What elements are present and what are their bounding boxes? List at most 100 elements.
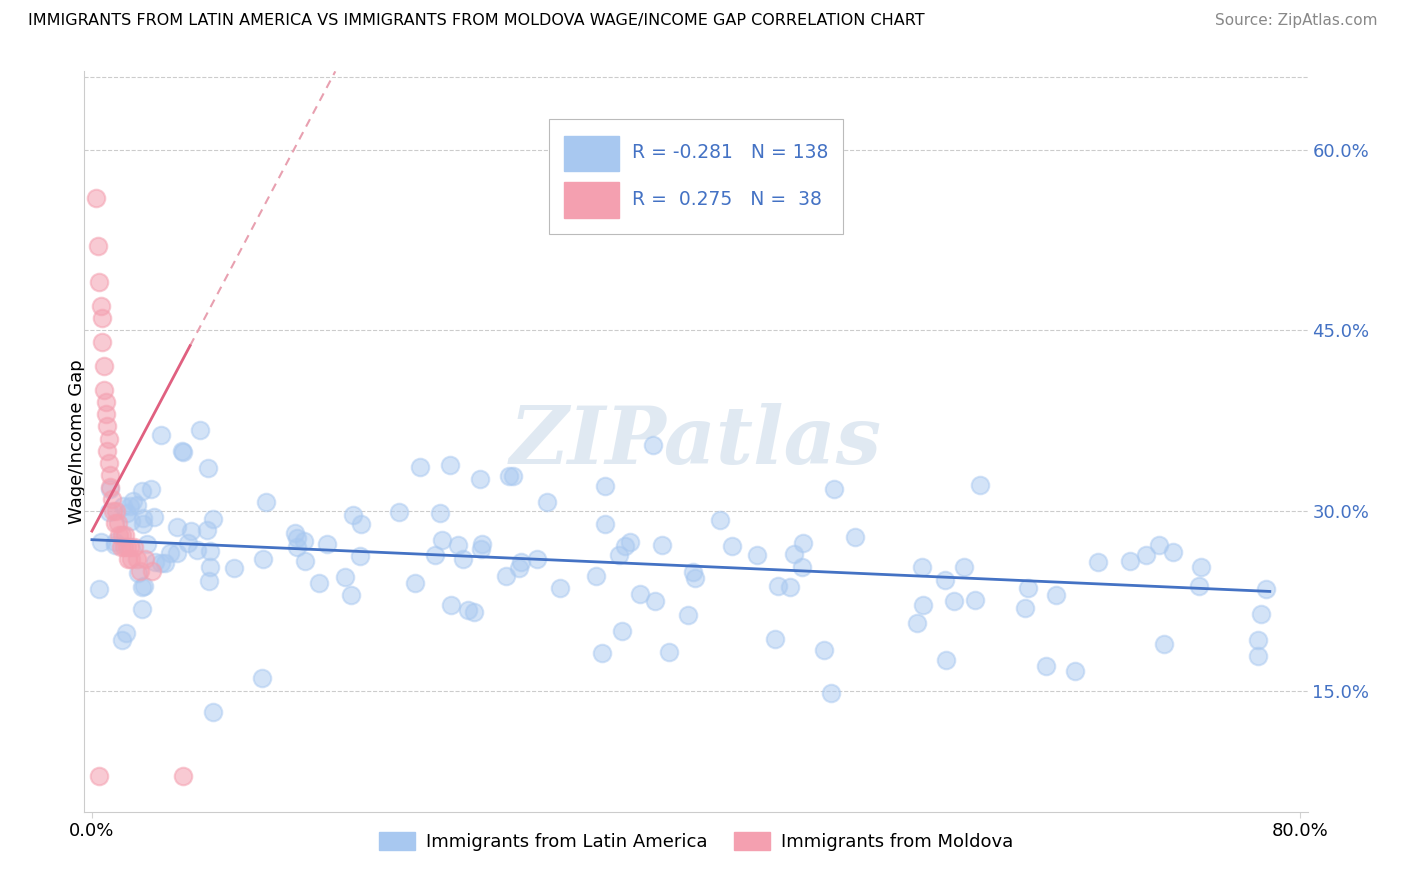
Point bbox=[131, 601, 153, 615]
Point bbox=[783, 547, 806, 561]
Text: R =  0.275   N =  38: R = 0.275 N = 38 bbox=[633, 190, 823, 209]
Point bbox=[97, 432, 120, 446]
Text: ZIPatlas: ZIPatlas bbox=[510, 403, 882, 480]
Point bbox=[200, 560, 222, 574]
Point bbox=[963, 593, 986, 607]
Point bbox=[142, 510, 165, 524]
Point bbox=[110, 540, 132, 554]
Point bbox=[115, 540, 138, 554]
Point bbox=[202, 512, 225, 526]
Point bbox=[641, 438, 664, 452]
Point bbox=[112, 540, 135, 554]
Point bbox=[1188, 579, 1211, 593]
Point bbox=[682, 565, 704, 579]
Point bbox=[607, 548, 630, 562]
Point bbox=[149, 428, 172, 442]
Point bbox=[91, 335, 114, 350]
Point bbox=[285, 531, 308, 545]
Point bbox=[132, 517, 155, 532]
Point bbox=[172, 769, 194, 783]
Point bbox=[120, 514, 142, 528]
Point bbox=[550, 582, 572, 596]
Point bbox=[98, 480, 121, 494]
Point bbox=[911, 559, 934, 574]
Point bbox=[104, 534, 127, 549]
Point bbox=[284, 525, 307, 540]
Point bbox=[463, 606, 485, 620]
Point bbox=[197, 574, 219, 588]
Point bbox=[471, 537, 494, 551]
Point bbox=[651, 539, 673, 553]
Point bbox=[86, 191, 108, 205]
Point bbox=[93, 384, 115, 398]
Point bbox=[1256, 582, 1278, 596]
Point bbox=[308, 576, 330, 591]
Point bbox=[1153, 637, 1175, 651]
Point bbox=[1064, 664, 1087, 678]
Point bbox=[134, 579, 156, 593]
Point bbox=[117, 506, 139, 520]
Point bbox=[127, 552, 149, 566]
Point bbox=[111, 633, 134, 648]
Point bbox=[134, 552, 156, 566]
Point bbox=[745, 549, 768, 563]
Point bbox=[610, 624, 633, 638]
Point bbox=[285, 540, 308, 554]
Point bbox=[153, 557, 176, 571]
Point bbox=[1135, 548, 1157, 562]
Point bbox=[943, 594, 966, 608]
Point bbox=[197, 460, 219, 475]
Point bbox=[763, 632, 786, 647]
Point bbox=[89, 769, 111, 783]
Point bbox=[457, 602, 479, 616]
Point bbox=[628, 587, 651, 601]
Point bbox=[159, 546, 181, 560]
Point bbox=[250, 671, 273, 685]
Point bbox=[1035, 659, 1057, 673]
Point bbox=[195, 523, 218, 537]
Point bbox=[619, 535, 641, 549]
Point bbox=[131, 580, 153, 594]
Text: R = -0.281   N = 138: R = -0.281 N = 138 bbox=[633, 144, 828, 162]
Point bbox=[1189, 560, 1212, 574]
Point bbox=[526, 552, 548, 566]
Point bbox=[141, 564, 163, 578]
Point bbox=[316, 537, 339, 551]
Point bbox=[112, 499, 135, 513]
Point bbox=[94, 395, 117, 409]
Point bbox=[844, 530, 866, 544]
Point bbox=[792, 535, 814, 549]
Point bbox=[613, 539, 636, 553]
Point bbox=[470, 541, 492, 556]
Point bbox=[342, 508, 364, 523]
Point bbox=[294, 554, 316, 568]
Point bbox=[202, 705, 225, 719]
Point bbox=[108, 528, 131, 542]
Point bbox=[114, 528, 136, 542]
Point bbox=[1014, 600, 1036, 615]
Point bbox=[131, 484, 153, 499]
Point bbox=[89, 582, 111, 596]
Point bbox=[129, 564, 152, 578]
Point bbox=[1161, 545, 1184, 559]
Point bbox=[349, 549, 371, 564]
Point bbox=[536, 495, 558, 509]
Point bbox=[117, 552, 139, 566]
Point bbox=[292, 534, 315, 549]
Point bbox=[198, 544, 221, 558]
Point bbox=[1017, 582, 1039, 596]
Point bbox=[335, 570, 357, 584]
Point bbox=[90, 535, 112, 549]
Point bbox=[1119, 554, 1142, 568]
Point bbox=[100, 491, 122, 506]
Point bbox=[676, 608, 699, 623]
Point bbox=[779, 580, 801, 594]
Point bbox=[1045, 589, 1067, 603]
Point bbox=[935, 653, 957, 667]
Point bbox=[149, 556, 172, 570]
Point bbox=[709, 513, 731, 527]
Point bbox=[87, 239, 110, 253]
Point bbox=[97, 456, 120, 470]
Point bbox=[911, 599, 934, 613]
Point bbox=[508, 561, 530, 575]
